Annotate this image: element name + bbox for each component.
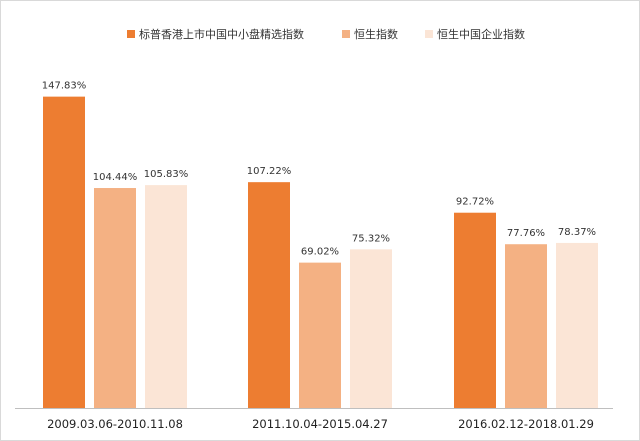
value-label-3-2: 77.76% [507,228,545,239]
value-label-2-1: 107.22% [247,166,292,177]
value-labels-group: 147.83% 104.44% 105.83% 107.22% 69.02% 75.32%… [42,81,596,258]
value-label-1-3: 105.83% [144,169,189,180]
category-labels-group: 2009.03.06-2010.11.08 2011.10.04-2015.04.… [47,417,594,431]
value-label-2-2: 69.02% [301,247,339,258]
category-label-2: 2011.10.04-2015.04.27 [252,417,388,431]
bar-3-3 [556,242,598,408]
bar-2-3 [350,249,392,408]
bar-1-1 [43,96,85,409]
value-label-1-1: 147.83% [42,81,87,92]
bars-group [43,96,598,409]
value-label-1-2: 104.44% [93,172,138,183]
bar-1-2 [94,188,136,408]
legend-label-2: 恒生指数 [354,27,398,41]
bar-3-2 [505,244,547,408]
legend-swatch-3 [425,30,433,38]
legend-label-1: 标普香港上市中国中小盘精选指数 [139,27,304,41]
value-label-3-1: 92.72% [456,197,494,208]
bar-1-3 [145,185,187,408]
category-label-1: 2009.03.06-2010.11.08 [47,417,183,431]
legend-swatch-1 [127,30,135,38]
legend: 标普香港上市中国中小盘精选指数 恒生指数 恒生中国企业指数 [127,27,525,41]
bar-2-1 [248,182,290,408]
legend-swatch-2 [342,30,350,38]
value-label-2-3: 75.32% [352,233,390,244]
value-label-3-3: 78.37% [558,227,596,238]
bar-2-2 [299,262,341,408]
legend-label-3: 恒生中国企业指数 [437,27,525,41]
category-label-3: 2016.02.12-2018.01.29 [458,417,594,431]
bar-3-1 [454,212,496,408]
